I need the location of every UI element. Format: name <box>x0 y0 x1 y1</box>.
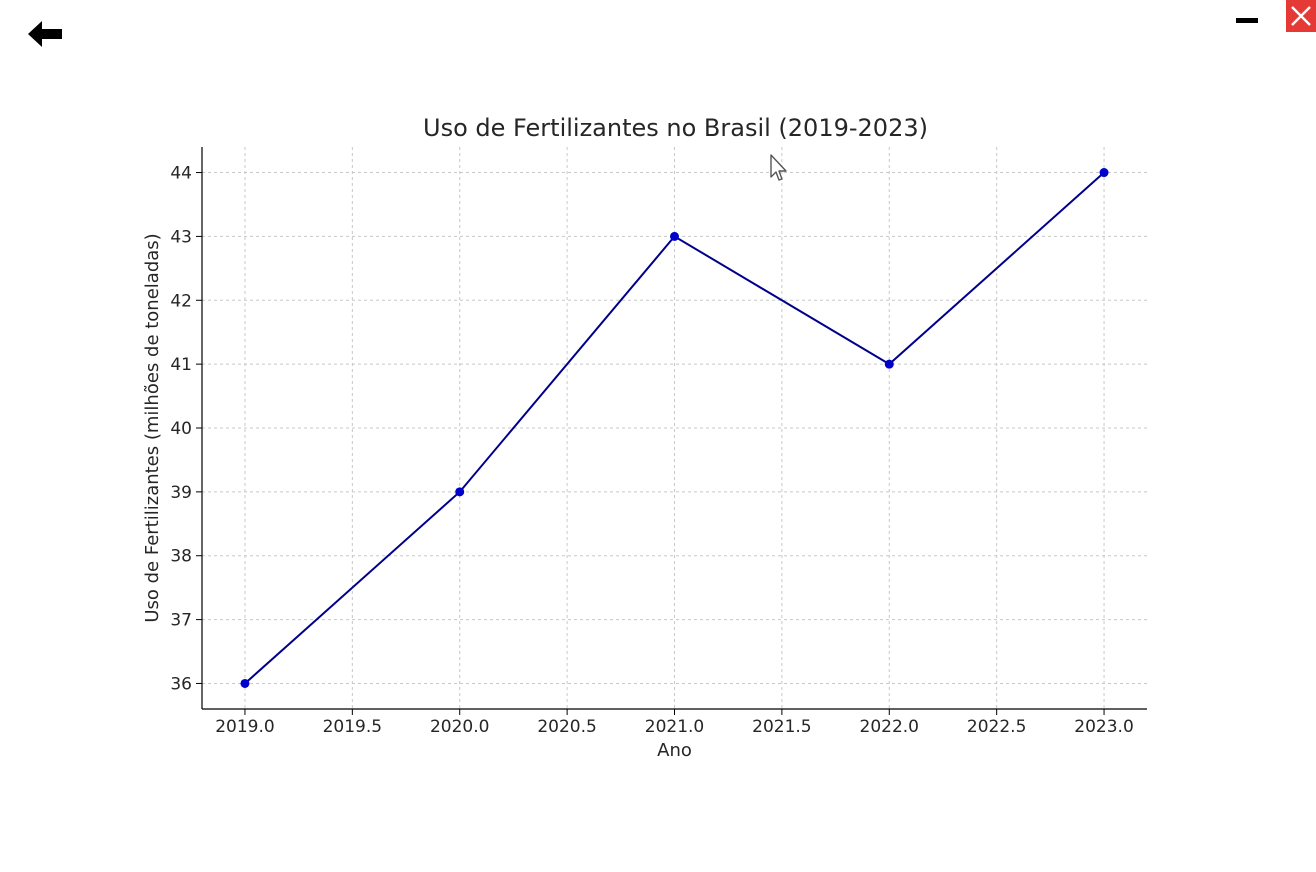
chart-title: Uso de Fertilizantes no Brasil (2019-202… <box>423 114 928 142</box>
data-point <box>240 678 250 688</box>
x-tick-label: 2020.0 <box>430 717 489 737</box>
y-tick-label: 40 <box>170 419 192 439</box>
minus-icon <box>1236 18 1258 23</box>
minimize-button[interactable] <box>1232 8 1262 34</box>
close-icon <box>1286 0 1316 32</box>
y-axis-label: Uso de Fertilizantes (milhões de tonelad… <box>142 233 163 622</box>
x-tick-label: 2019.5 <box>323 717 382 737</box>
arrow-left-icon <box>28 21 62 47</box>
grid <box>202 147 1147 709</box>
x-tick-label: 2019.0 <box>215 717 274 737</box>
data-point <box>455 487 465 497</box>
y-tick-label: 41 <box>170 355 192 375</box>
close-button[interactable] <box>1286 0 1316 32</box>
data-point <box>1099 168 1109 178</box>
x-tick-label: 2020.5 <box>537 717 596 737</box>
y-tick-label: 38 <box>170 547 192 567</box>
y-tick-label: 39 <box>170 483 192 503</box>
data-point <box>884 359 894 369</box>
y-tick-label: 37 <box>170 611 192 631</box>
y-tick-label: 43 <box>170 227 192 247</box>
data-point <box>670 231 679 241</box>
x-axis-label: Ano <box>657 740 692 761</box>
x-tick-label: 2022.5 <box>967 717 1026 737</box>
x-tick-label: 2021.0 <box>645 717 704 737</box>
y-tick-label: 44 <box>170 164 192 184</box>
x-tick-label: 2023.0 <box>1074 717 1133 737</box>
y-tick-label: 36 <box>170 674 192 694</box>
back-button[interactable] <box>24 14 68 54</box>
x-tick-label: 2021.5 <box>752 717 811 737</box>
y-ticks: 36 37 38 39 40 41 42 43 44 <box>170 164 202 694</box>
x-tick-label: 2022.0 <box>860 717 919 737</box>
x-ticks: 2019.0 2019.5 2020.0 2020.5 2021.0 2021.5 2022… <box>215 709 1134 737</box>
y-tick-label: 42 <box>170 291 192 311</box>
series <box>240 168 1109 688</box>
